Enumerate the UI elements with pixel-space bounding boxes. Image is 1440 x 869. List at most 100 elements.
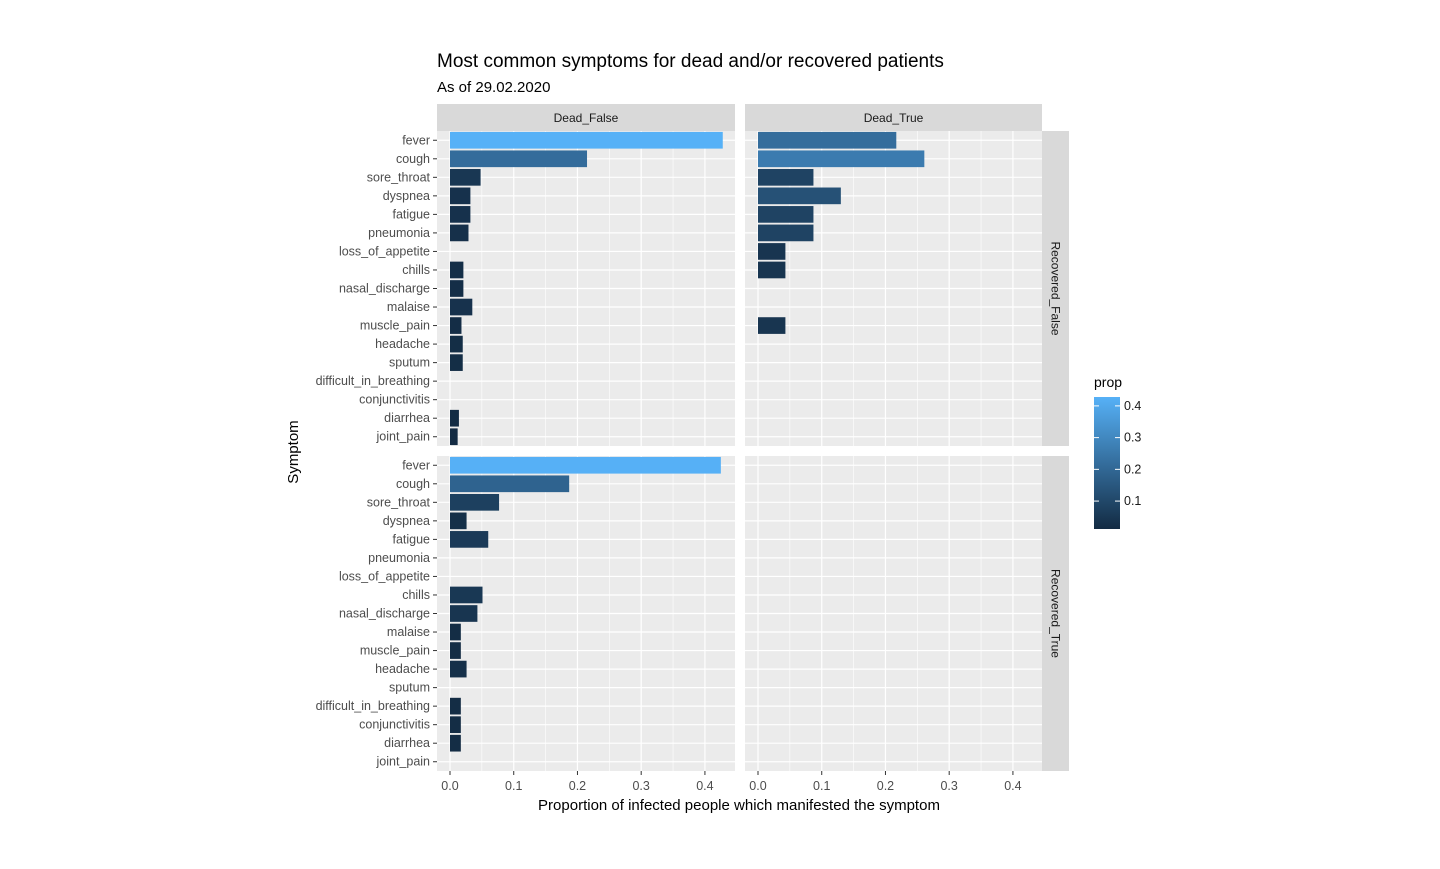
y-axis-tick-label: diarrhea [384,736,430,750]
x-axis-tick-label: 0.2 [569,779,586,793]
bar [450,642,461,659]
x-axis-tick-label: 0.2 [877,779,894,793]
bar [450,168,481,186]
facet-strip-col-label: Dead_True [864,111,924,125]
bar [450,131,723,149]
y-axis-tick-label: fever [402,458,430,472]
y-axis-tick-label: diarrhea [384,411,430,425]
y-axis-tick-label: joint_pain [375,430,430,444]
legend-tick-label: 0.4 [1124,399,1141,413]
chart-subtitle: As of 29.02.2020 [437,79,550,96]
y-axis-tick-label: malaise [387,625,430,639]
bar [450,261,464,279]
bar [450,335,463,353]
bar [450,697,461,715]
plot-area: Dead_False Dead_True Recovered_False Recove… [316,104,1069,793]
y-axis-tick-label: fatigue [392,532,430,546]
y-axis-tick-label: loss_of_appetite [339,244,430,258]
bar [450,456,721,474]
y-axis-tick-label: cough [396,477,430,491]
y-axis-tick-label: difficult_in_breathing [316,699,430,713]
facet-strip-col [745,104,1042,131]
y-axis-tick-label: conjunctivitis [359,718,430,732]
x-axis-label: Proportion of infected people which mani… [538,797,940,814]
legend-tick-label: 0.3 [1124,431,1141,445]
bar [450,660,467,678]
bar [450,512,467,530]
y-axis-tick-label: cough [396,152,430,166]
bar [450,716,461,734]
y-axis-tick-label: fever [402,133,430,147]
x-axis-tick-label: 0.4 [696,779,713,793]
y-axis-tick-label: headache [375,662,430,676]
y-axis-tick-label: sputum [389,356,430,370]
y-axis-tick-label: headache [375,337,430,351]
bar [450,605,478,622]
x-axis-tick-label: 0.4 [1004,779,1021,793]
y-axis-tick-label: malaise [387,300,430,314]
y-axis-tick-label: nasal_discharge [339,607,430,621]
y-axis-tick-label: chills [402,263,430,277]
y-axis-tick-label: muscle_pain [360,319,430,333]
bar [450,150,588,168]
bar [758,150,925,168]
x-axis-tick-label: 0.0 [749,779,766,793]
y-axis-tick-label: chills [402,588,430,602]
bar [450,298,473,316]
bar [450,224,469,242]
y-axis-tick-label: nasal_discharge [339,282,430,296]
y-axis-tick-label: pneumonia [368,226,430,240]
y-axis-tick-label: dyspnea [383,189,430,203]
y-axis-tick-label: loss_of_appetite [339,569,430,583]
facet-strip-col-label: Dead_False [554,111,619,125]
legend-tick-label: 0.2 [1124,462,1141,476]
y-axis-tick-label: muscle_pain [360,644,430,658]
bar [450,206,471,223]
bar [758,317,786,334]
bar [758,206,814,223]
bar [758,243,786,260]
facet-strip-row-label: Recovered_True [1049,569,1063,658]
x-axis-tick-label: 0.3 [940,779,957,793]
y-axis-tick-label: difficult_in_breathing [316,374,430,388]
bar [450,280,464,297]
y-axis-tick-label: joint_pain [375,755,430,769]
y-axis-tick-label: dyspnea [383,514,430,528]
bar [758,168,814,186]
bar [758,187,841,205]
facet-strip-col [437,104,735,131]
facet-strip-row-label: Recovered_False [1049,241,1063,335]
y-axis-tick-label: pneumonia [368,551,430,565]
bar [450,354,463,371]
bar [450,428,458,446]
y-axis-tick-label: sore_throat [367,495,431,509]
bar [758,261,786,279]
bar [758,224,814,242]
legend-colorbar [1094,397,1120,529]
y-axis-tick-label: sputum [389,681,430,695]
chart-title: Most common symptoms for dead and/or rec… [437,51,944,72]
x-axis-tick-label: 0.0 [441,779,458,793]
y-axis-tick-label: sore_throat [367,170,431,184]
bar [450,623,461,641]
legend-title: prop [1094,374,1122,390]
facet-strip-row [1042,456,1069,771]
bar [450,586,483,604]
legend: prop 0.1 0.2 0.3 0.4 [1094,374,1141,529]
bar [450,734,461,752]
bar [450,531,489,548]
legend-tick-label: 0.1 [1124,494,1141,508]
bar [450,409,459,427]
bar [450,187,471,205]
x-axis-tick-label: 0.1 [505,779,522,793]
bar [450,317,462,334]
bar [450,493,500,511]
bar [758,131,897,149]
x-axis-tick-label: 0.3 [632,779,649,793]
x-axis-tick-label: 0.1 [813,779,830,793]
y-axis-label: Symptom [285,420,302,483]
y-axis-tick-label: fatigue [392,207,430,221]
y-axis-tick-label: conjunctivitis [359,393,430,407]
